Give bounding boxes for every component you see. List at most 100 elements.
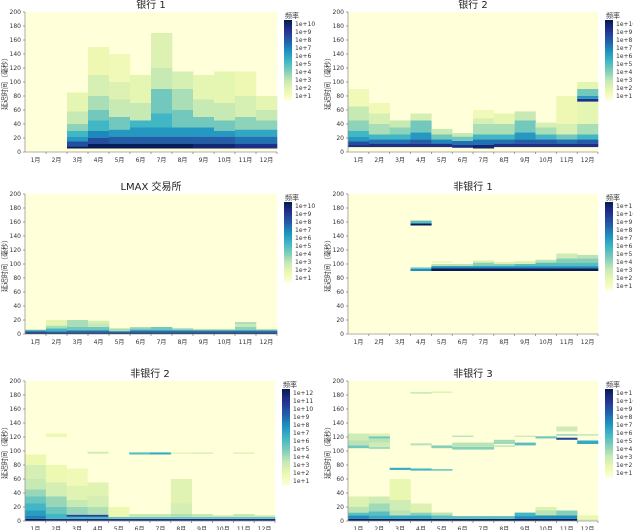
- colorbar-segment: [284, 238, 292, 241]
- heatmap-cell: [493, 264, 515, 267]
- colorbar-segment: [605, 281, 613, 284]
- colorbar-tick-label: 1e+8: [293, 422, 310, 429]
- y-tick-label: 60: [13, 289, 21, 296]
- x-tick-label: 7月: [156, 526, 166, 530]
- heatmap-cell: [452, 145, 474, 148]
- y-tick-label: 120: [333, 247, 345, 254]
- heatmap-cell: [88, 131, 110, 138]
- colorbar-segment: [282, 408, 290, 411]
- heatmap-cell: [410, 515, 432, 519]
- heatmap-cell: [214, 332, 236, 334]
- heatmap-cell: [109, 54, 131, 82]
- heatmap-cell: [235, 117, 257, 130]
- colorbar-segment: [282, 444, 290, 447]
- heatmap-cell: [170, 518, 192, 521]
- colorbar-segment: [605, 472, 613, 476]
- colorbar-tick-label: 1e+2: [293, 470, 310, 477]
- y-tick-label: 40: [336, 303, 344, 310]
- colorbar-segment: [284, 48, 292, 51]
- colorbar-segment: [282, 413, 290, 416]
- x-tick-label: 5月: [114, 526, 124, 530]
- heatmap-cell: [368, 442, 390, 447]
- x-tick-label: 12月: [581, 339, 595, 346]
- colorbar-tick-label: 1e+8: [616, 227, 633, 234]
- colorbar-segment: [282, 463, 290, 467]
- colorbar-segment: [605, 36, 613, 39]
- y-tick-label: 180: [10, 23, 22, 30]
- x-tick-label: 4月: [416, 339, 426, 346]
- colorbar-tick-label: 1e+2: [616, 462, 633, 469]
- heatmap-cell: [348, 518, 370, 521]
- heatmap-cell: [214, 136, 236, 144]
- heatmap-cell: [577, 124, 599, 135]
- heatmap-cell: [493, 134, 515, 140]
- heatmap-cell: [172, 89, 194, 110]
- colorbar-segment: [605, 276, 613, 280]
- colorbar-segment: [605, 459, 613, 462]
- colorbar-segment: [282, 415, 290, 419]
- colorbar-segment: [284, 26, 292, 29]
- colorbar-segment: [605, 237, 613, 240]
- colorbar-segment: [284, 246, 292, 249]
- heatmap-cell: [431, 469, 453, 471]
- heatmap-cell: [235, 71, 257, 96]
- colorbar-segment: [282, 396, 290, 399]
- y-tick-label: 40: [336, 121, 344, 128]
- colorbar-segment: [284, 232, 292, 235]
- colorbar-segment: [605, 72, 613, 75]
- y-tick-label: 180: [10, 205, 22, 212]
- heatmap-cell: [577, 515, 599, 519]
- colorbar-tick-label: 1e+6: [616, 430, 633, 437]
- heatmap-cell: [556, 266, 578, 269]
- colorbar-segment: [284, 216, 292, 219]
- heatmap-cell: [88, 332, 110, 334]
- colorbar-segment: [284, 94, 292, 97]
- heatmap-cell: [151, 68, 173, 89]
- colorbar-segment: [284, 242, 292, 245]
- colorbar-segment: [284, 262, 292, 265]
- heatmap-cell: [66, 518, 88, 521]
- colorbar-tick-label: 1e+9: [616, 29, 633, 36]
- x-tick-label: 11月: [239, 157, 253, 164]
- x-tick-label: 6月: [458, 157, 468, 164]
- heatmap-cell: [25, 331, 47, 333]
- colorbar-title: 频率: [285, 193, 299, 202]
- heatmap-cell: [214, 103, 236, 121]
- colorbar-segment: [284, 226, 292, 229]
- x-tick-label: 11月: [560, 339, 574, 346]
- heatmap-cell: [431, 515, 453, 519]
- colorbar-segment: [284, 20, 292, 23]
- y-tick-label: 80: [336, 462, 344, 469]
- panel-title: 银行 2: [458, 0, 488, 11]
- heatmap-cell: [514, 132, 536, 140]
- colorbar-tick-label: 1e+10: [616, 21, 633, 28]
- heatmap-cell: [389, 518, 411, 521]
- heatmap-cell: [256, 143, 278, 149]
- colorbar-segment: [284, 212, 292, 215]
- y-tick-label: 100: [333, 261, 345, 268]
- colorbar-segment: [284, 74, 292, 77]
- colorbar-segment: [605, 424, 613, 427]
- y-axis-label: 延迟时间（毫秒）: [323, 236, 332, 292]
- colorbar-segment: [284, 88, 292, 91]
- colorbar-segment: [605, 58, 613, 61]
- y-tick-label: 40: [13, 303, 21, 310]
- heatmap-cell: [130, 75, 152, 103]
- colorbar-segment: [605, 226, 613, 229]
- colorbar-segment: [605, 461, 613, 465]
- colorbar-tick-label: 1e+3: [616, 77, 633, 84]
- colorbar-segment: [284, 250, 292, 253]
- heatmap-cell: [214, 329, 236, 331]
- heatmap-cell: [556, 143, 578, 148]
- colorbar-segment: [605, 466, 613, 469]
- colorbar-segment: [282, 449, 290, 452]
- x-tick-label: 4月: [416, 526, 426, 530]
- heatmap-cell: [493, 516, 515, 519]
- heatmap-cell: [25, 329, 47, 332]
- x-tick-label: 2月: [51, 526, 61, 530]
- colorbar-segment: [284, 28, 292, 31]
- heatmap-cell: [577, 440, 599, 444]
- colorbar-segment: [284, 96, 292, 99]
- heatmap-cell: [556, 510, 578, 516]
- heatmap-cell: [431, 266, 453, 269]
